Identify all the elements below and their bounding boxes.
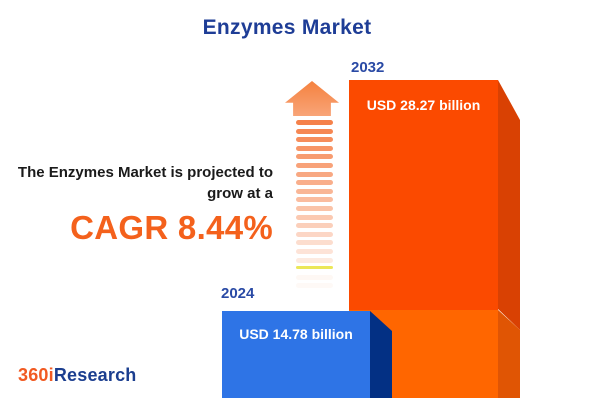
- arrow-dash: [296, 180, 333, 186]
- arrow-dash: [296, 197, 333, 203]
- arrow-dash: [296, 266, 333, 270]
- year-label-2032: 2032: [351, 59, 385, 76]
- arrow-dash: [296, 249, 333, 254]
- logo-prefix: 360i: [18, 365, 54, 385]
- brand-logo: 360iResearch: [18, 365, 137, 386]
- arrow-dash: [296, 120, 333, 125]
- arrow-dash: [296, 214, 333, 220]
- bar-2032-upper-front-face: [349, 80, 498, 310]
- growth-arrow-up-icon: [285, 81, 339, 116]
- value-label-2032: USD 28.27 billion: [366, 97, 481, 113]
- arrow-dash: [296, 188, 333, 194]
- arrow-dash: [296, 163, 333, 168]
- arrow-dash: [296, 154, 333, 160]
- arrow-dash: [296, 128, 333, 134]
- year-label-2024: 2024: [221, 285, 255, 302]
- growth-arrow-dashed-shaft: [296, 120, 333, 295]
- arrow-dash: [296, 231, 333, 237]
- annotation-line-2: grow at a: [207, 184, 273, 202]
- bar-2024-front-face: [222, 311, 370, 398]
- arrow-dash: [296, 206, 333, 211]
- arrow-dash: [296, 257, 333, 263]
- bar-2032-upper-side-face: [498, 80, 520, 330]
- annotation-block: The Enzymes Market is projected to grow …: [3, 163, 273, 247]
- arrow-dash: [296, 223, 333, 229]
- arrow-dash: [296, 240, 333, 246]
- page-title: Enzymes Market: [202, 16, 372, 39]
- bar-2024-side-face: [370, 311, 392, 398]
- arrow-dash: [296, 137, 333, 143]
- cagr-value: CAGR 8.44%: [70, 209, 273, 247]
- arrow-dash: [296, 171, 333, 177]
- annotation-line-1: The Enzymes Market is projected to: [17, 164, 273, 181]
- logo-suffix: Research: [53, 365, 137, 385]
- bar-2032-lower-side-face: [498, 309, 520, 398]
- arrow-dash: [296, 274, 333, 280]
- value-label-2024: USD 14.78 billion: [239, 326, 353, 342]
- arrow-dash: [296, 283, 333, 289]
- arrow-dash: [296, 145, 333, 151]
